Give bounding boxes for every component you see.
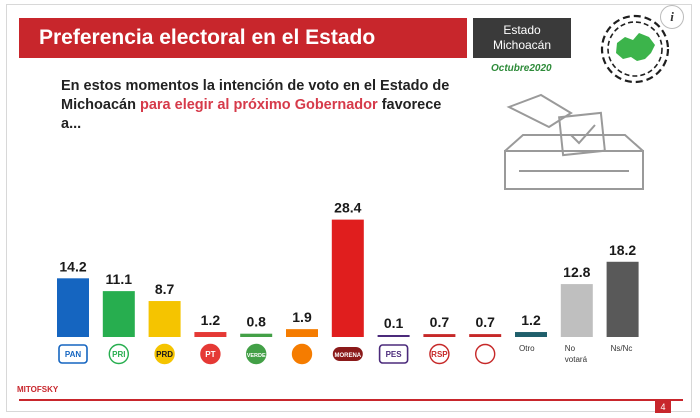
logo-rsp-icon: [429, 343, 450, 365]
bar-otro: [515, 332, 547, 337]
value-label-pt: 1.2: [201, 312, 221, 328]
ballot-box-icon: [504, 93, 644, 190]
logo-fxm-icon: [475, 343, 496, 365]
value-label-otro: 1.2: [521, 312, 541, 328]
logo-prd-icon: [154, 343, 175, 365]
bar-rsp: [423, 334, 456, 337]
bar-no-votar-: [560, 284, 593, 337]
bar-pan: [57, 278, 89, 337]
value-label-pri: 11.1: [106, 271, 133, 287]
bar-pt: [194, 332, 227, 337]
question-part2: favorece a...: [61, 97, 442, 132]
state-label: Estado: [503, 23, 541, 37]
page-title: Preferencia electoral en el Estado: [19, 18, 467, 58]
logo-morena-icon: [332, 347, 363, 361]
footer-line: [19, 399, 683, 401]
slide: Preferencia electoral en el Estado Estad…: [6, 4, 692, 413]
category-label-otro: Otro: [519, 344, 535, 353]
brand-logo: MITOFSKY: [17, 385, 59, 394]
question-text: En estos momentos la intención de voto e…: [61, 77, 461, 134]
logo-mc-icon: [291, 343, 313, 365]
value-label-mc: 1.9: [292, 309, 312, 325]
bar-prd: [148, 301, 181, 337]
value-label-rsp: 0.7: [430, 314, 450, 330]
category-label-ns-nc: Ns/Nc: [611, 344, 633, 353]
category-label-pes: PES: [386, 350, 403, 359]
state-box: Estado Michoacán: [473, 18, 571, 58]
bar-mc: [286, 329, 318, 337]
vote-intention-chart: 14.2 PAN 11.1 PRI 8.7 PRD 1.2 PT 0.8 VERDE 1.9 28.4…: [57, 200, 639, 365]
question-highlight: para elegir al próximo Gobernador: [139, 97, 378, 113]
category-label-no-votar-: No: [565, 344, 576, 353]
question-part1: En estos momentos la intención de voto e…: [61, 78, 450, 113]
value-label-morena: 28.4: [334, 200, 361, 216]
category-label-morena: MORENA: [334, 353, 361, 359]
bar-pes: [377, 335, 410, 337]
logo-pri-icon: [108, 343, 130, 365]
bar-fxm: [469, 334, 502, 337]
logo-pes-icon: [378, 344, 409, 364]
category-label-prd: PRD: [156, 350, 173, 359]
value-label-no-votar-: 12.8: [563, 264, 590, 280]
category-label-pan: PAN: [65, 350, 82, 359]
bar-verde: [240, 333, 273, 337]
state-name: Michoacán: [492, 38, 552, 52]
logo-pt-icon: [200, 343, 221, 365]
category-label-no-votar--1: votará: [565, 355, 588, 364]
logo-pan-icon: [58, 344, 88, 364]
value-label-prd: 8.7: [155, 281, 175, 297]
bar-pri: [102, 291, 135, 337]
page-number: 4: [655, 401, 671, 413]
value-label-fxm: 0.7: [475, 314, 495, 330]
category-label-verde: VERDE: [247, 353, 266, 359]
bar-morena: [331, 219, 364, 337]
info-icon[interactable]: i: [660, 5, 684, 29]
bar-ns-nc: [606, 261, 639, 337]
michoacan-map-icon: [600, 14, 670, 84]
survey-date: Octubre2020: [491, 63, 552, 74]
category-label-pt: PT: [205, 350, 215, 359]
value-label-verde: 0.8: [246, 314, 266, 330]
value-label-ns-nc: 18.2: [609, 242, 636, 258]
logo-verde-icon: [245, 343, 267, 365]
value-label-pes: 0.1: [384, 315, 404, 331]
value-label-pan: 14.2: [59, 258, 86, 274]
category-label-pri: PRI: [112, 350, 125, 359]
category-label-rsp: RSP: [431, 350, 448, 359]
